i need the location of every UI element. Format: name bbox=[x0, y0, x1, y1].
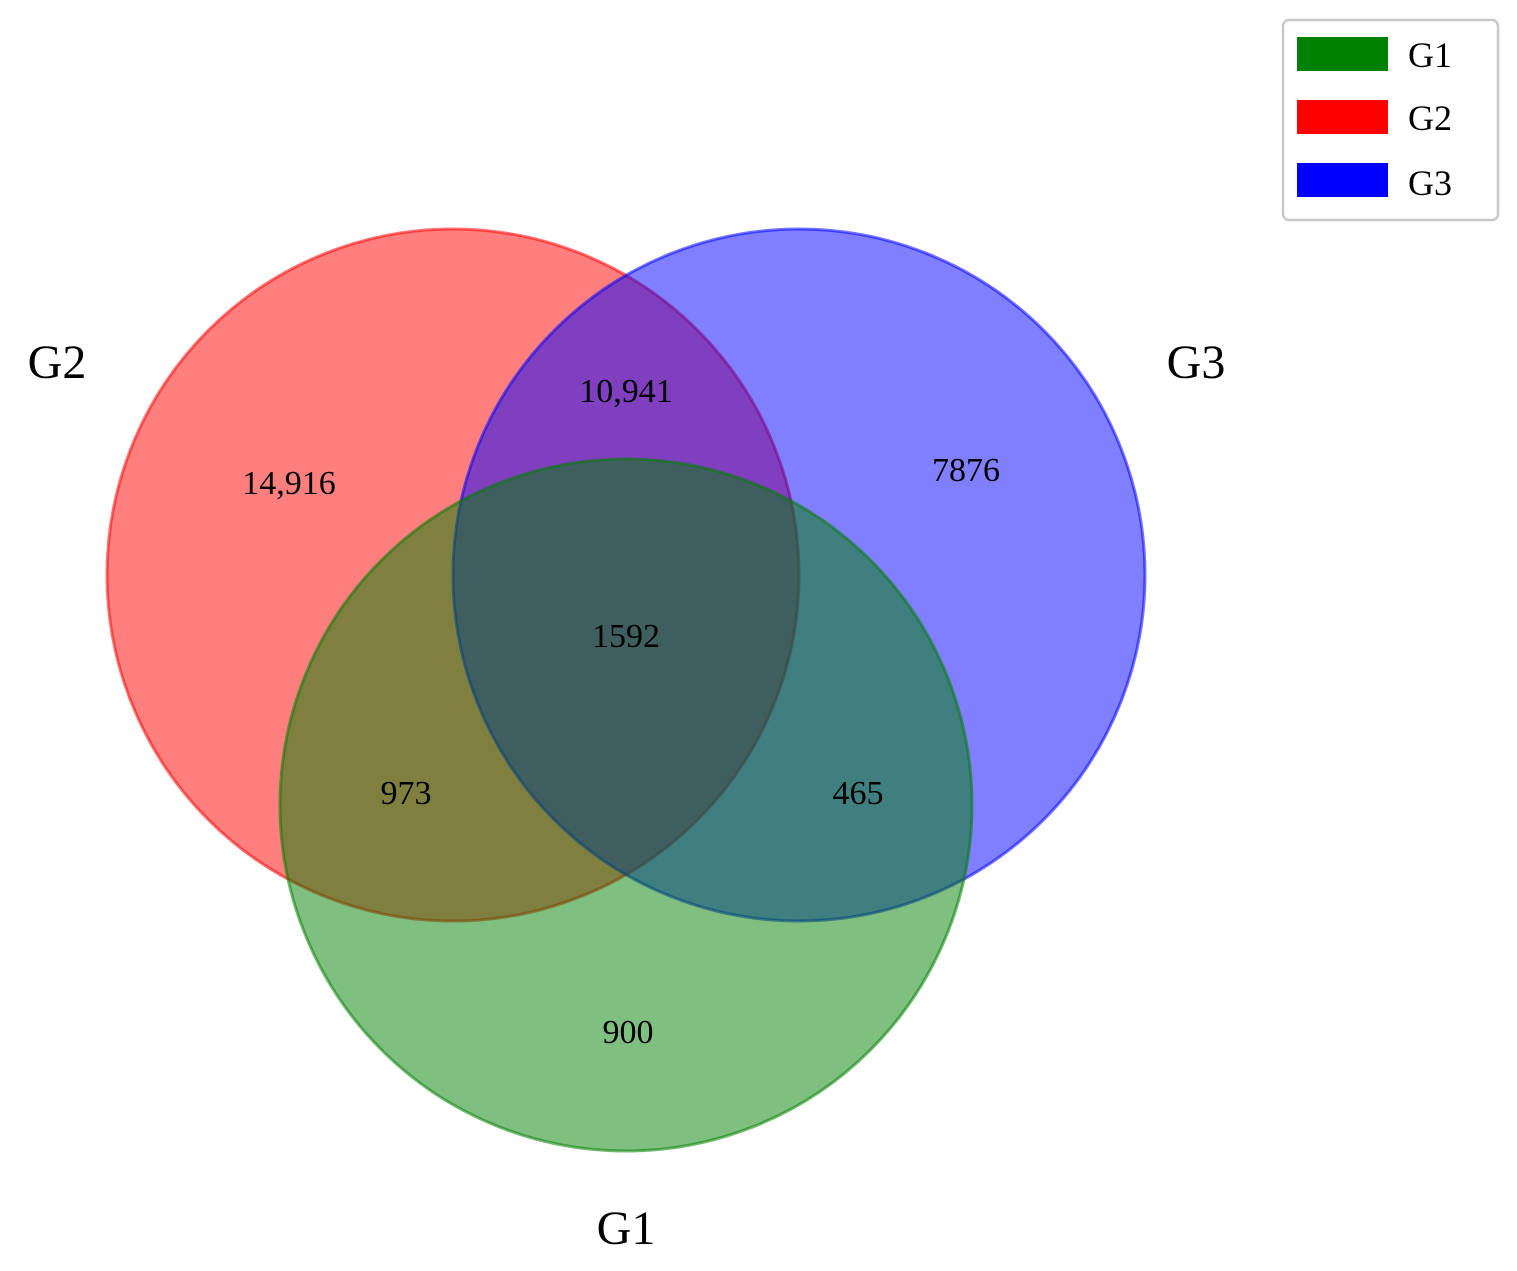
circle-g1 bbox=[278, 457, 974, 1153]
legend-swatch-g3 bbox=[1297, 163, 1388, 197]
set-label-g1: G1 bbox=[597, 1202, 656, 1255]
set-label-g2: G2 bbox=[28, 336, 87, 389]
region-value-g2-only: 14,916 bbox=[242, 465, 336, 502]
region-value-g1-g2-g3: 1592 bbox=[592, 618, 660, 655]
region-value-g3-only: 7876 bbox=[932, 452, 1000, 489]
region-value-g1-g2: 973 bbox=[381, 775, 432, 812]
region-value-g2-g3: 10,941 bbox=[579, 373, 673, 410]
set-label-g3: G3 bbox=[1167, 336, 1226, 389]
region-value-g1-g3: 465 bbox=[833, 775, 884, 812]
set-circles bbox=[105, 227, 1147, 1153]
legend-label-g2: G2 bbox=[1408, 98, 1452, 138]
legend-swatch-g2 bbox=[1297, 100, 1388, 134]
legend: G1 G2 G3 bbox=[1281, 18, 1500, 222]
legend-label-g3: G3 bbox=[1408, 163, 1452, 203]
legend-label-g1: G1 bbox=[1408, 35, 1452, 75]
legend-swatch-g1 bbox=[1297, 37, 1388, 71]
region-value-g1-only: 900 bbox=[603, 1014, 654, 1051]
